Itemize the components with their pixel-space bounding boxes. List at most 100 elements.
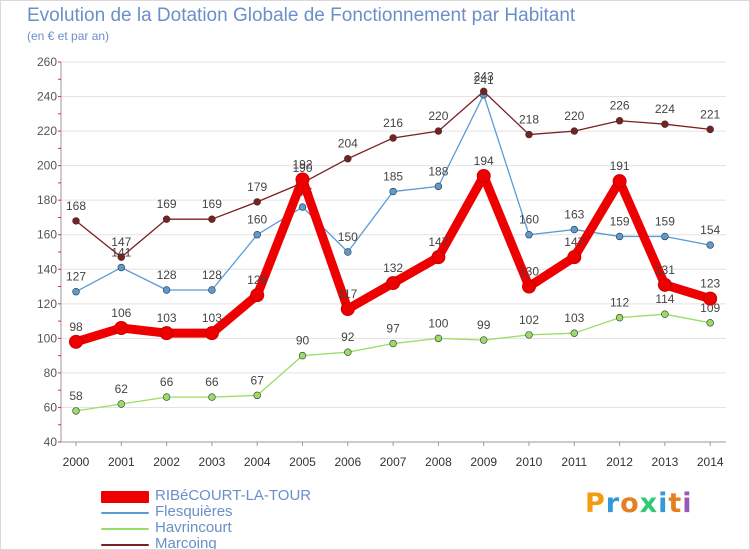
data-label-rib-court-la-tour-2014: 123: [700, 277, 720, 291]
data-point-havrincourt-2001: [117, 400, 126, 408]
data-point-flesqui-res-2014: [706, 241, 714, 249]
logo-letter: t: [668, 488, 683, 519]
logo-letter: i: [682, 488, 693, 519]
data-point-havrincourt-2013: [661, 310, 669, 318]
data-label-rib-court-la-tour-2006: 117: [338, 287, 357, 301]
data-label-marcoing-2008: 220: [428, 109, 448, 123]
data-label-flesqui-res-2001: 141: [111, 246, 131, 260]
x-tick-label-2013: 2013: [652, 455, 679, 469]
data-point-marcoing-2010: [525, 130, 533, 139]
data-label-havrincourt-2004: 67: [251, 373, 265, 387]
data-point-havrincourt-2002: [162, 393, 171, 401]
legend-label: Havrincourt: [155, 519, 232, 536]
data-label-rib-court-la-tour-2000: 98: [69, 320, 83, 334]
data-point-marcoing-2007: [389, 134, 397, 142]
data-label-marcoing-2001: 147: [111, 235, 131, 249]
data-label-flesqui-res-2006: 150: [338, 230, 358, 244]
legend-swatch: [101, 512, 149, 514]
data-label-havrincourt-2008: 100: [428, 316, 448, 330]
data-point-marcoing-2013: [661, 120, 669, 128]
logo-letter: P: [585, 488, 606, 519]
data-label-rib-court-la-tour-2007: 132: [383, 261, 403, 275]
data-point-flesqui-res-2013: [661, 232, 669, 241]
y-tick-label-120: 120: [37, 297, 57, 311]
x-tick-label-2008: 2008: [425, 455, 452, 469]
logo-letter: x: [639, 488, 659, 519]
data-point-marcoing-2009: [480, 87, 488, 96]
data-point-marcoing-2004: [253, 198, 261, 206]
y-tick-label-200: 200: [37, 159, 57, 173]
x-tick-label-2010: 2010: [516, 455, 543, 469]
data-label-havrincourt-2009: 99: [477, 318, 491, 332]
data-point-havrincourt-2012: [615, 313, 624, 322]
legend-item: Marcoing: [101, 535, 217, 549]
data-point-rib-court-la-tour-2007: [386, 276, 401, 291]
data-point-flesqui-res-2011: [570, 225, 578, 234]
data-label-flesqui-res-2004: 160: [247, 213, 267, 227]
data-point-rib-court-la-tour-2002: [159, 326, 174, 341]
data-label-flesqui-res-2000: 127: [66, 270, 86, 284]
data-label-marcoing-2013: 224: [655, 102, 675, 116]
x-tick-label-2012: 2012: [606, 455, 633, 469]
data-label-marcoing-2011: 220: [564, 109, 584, 123]
y-tick-label-140: 140: [37, 262, 57, 276]
data-label-havrincourt-2010: 102: [519, 313, 539, 327]
data-point-marcoing-2002: [162, 215, 171, 223]
logo-letter: r: [605, 488, 621, 519]
data-label-rib-court-la-tour-2013: 131: [655, 263, 675, 277]
data-label-havrincourt-2011: 103: [564, 311, 584, 325]
logo-letter: o: [620, 488, 640, 519]
data-label-havrincourt-2003: 66: [205, 375, 219, 389]
legend-item: Flesquières: [101, 503, 233, 521]
data-label-havrincourt-2001: 62: [115, 382, 129, 396]
legend-swatch: [101, 528, 149, 530]
data-point-marcoing-2006: [344, 155, 352, 163]
data-point-marcoing-2001: [117, 253, 126, 261]
data-point-havrincourt-2004: [253, 391, 261, 400]
data-label-rib-court-la-tour-2010: 130: [519, 265, 539, 279]
data-label-flesqui-res-2014: 154: [700, 223, 720, 237]
data-label-rib-court-la-tour-2008: 147: [428, 235, 448, 249]
data-point-marcoing-2003: [208, 215, 216, 223]
data-label-rib-court-la-tour-2004: 125: [247, 273, 267, 287]
data-point-havrincourt-2010: [525, 331, 533, 339]
data-point-rib-court-la-tour-2000: [69, 334, 83, 349]
data-point-flesqui-res-2005: [298, 203, 307, 211]
data-point-havrincourt-2003: [208, 393, 216, 401]
data-point-flesqui-res-2002: [162, 286, 171, 294]
x-tick-label-2009: 2009: [470, 455, 497, 469]
data-label-havrincourt-2007: 97: [386, 322, 400, 336]
data-point-rib-court-la-tour-2010: [522, 279, 536, 294]
data-point-havrincourt-2000: [72, 407, 80, 415]
x-tick-label-2000: 2000: [63, 455, 90, 469]
data-label-flesqui-res-2011: 163: [564, 208, 584, 222]
data-point-havrincourt-2005: [298, 351, 307, 360]
x-tick-label-2006: 2006: [334, 455, 361, 469]
legend-label: RIBéCOURT-LA-TOUR: [155, 487, 312, 504]
y-tick-label-180: 180: [37, 193, 57, 207]
data-point-marcoing-2011: [570, 127, 578, 135]
data-label-havrincourt-2013: 114: [655, 292, 674, 306]
data-label-rib-court-la-tour-2001: 106: [111, 306, 131, 320]
y-tick-label-100: 100: [37, 331, 57, 345]
x-tick-label-2011: 2011: [561, 455, 587, 469]
data-point-flesqui-res-2000: [72, 288, 80, 296]
data-label-rib-court-la-tour-2003: 103: [202, 311, 222, 325]
y-tick-label-160: 160: [37, 228, 57, 242]
data-label-rib-court-la-tour-2009: 194: [474, 154, 494, 168]
data-point-flesqui-res-2003: [208, 286, 216, 294]
data-label-havrincourt-2002: 66: [160, 375, 174, 389]
data-label-havrincourt-2014: 109: [700, 301, 720, 315]
legend-label: Marcoing: [155, 535, 217, 550]
logo-letter: i: [658, 488, 669, 519]
data-point-flesqui-res-2007: [389, 187, 397, 196]
data-label-marcoing-2002: 169: [157, 197, 177, 211]
data-label-marcoing-2012: 226: [610, 99, 630, 113]
data-point-havrincourt-2011: [570, 329, 578, 337]
x-tick-label-2007: 2007: [380, 455, 407, 469]
x-tick-label-2014: 2014: [697, 455, 724, 469]
chart-title: Evolution de la Dotation Globale de Fonc…: [27, 5, 576, 26]
data-label-rib-court-la-tour-2005: 192: [292, 157, 312, 171]
data-point-flesqui-res-2006: [344, 248, 352, 256]
